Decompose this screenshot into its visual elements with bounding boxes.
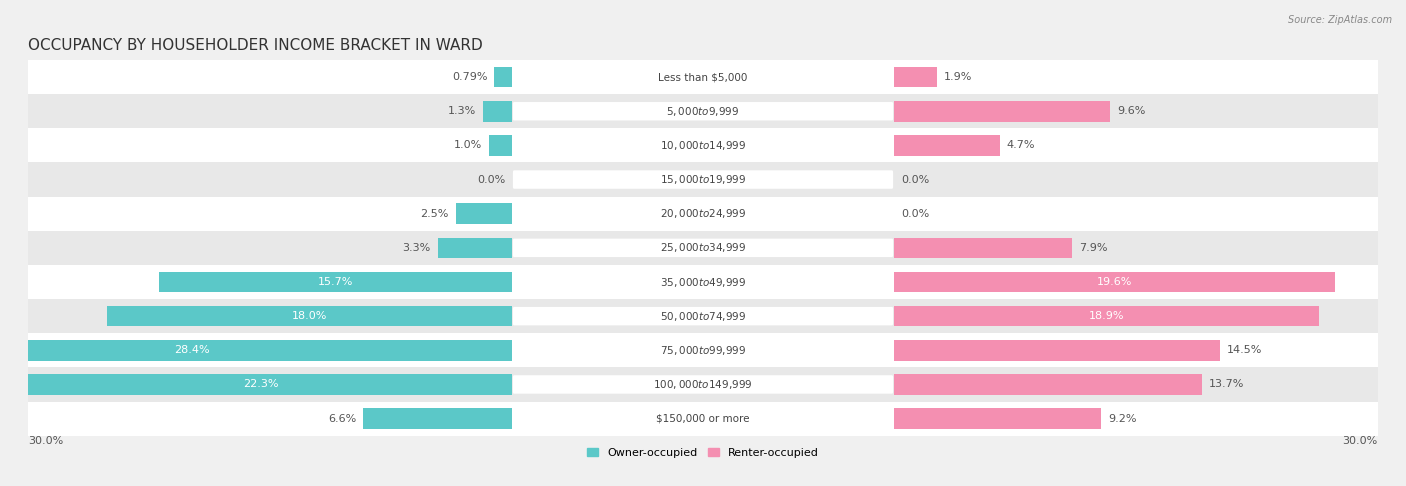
Text: $150,000 or more: $150,000 or more [657,414,749,424]
Text: 4.7%: 4.7% [1007,140,1035,150]
Bar [894,272,1336,292]
FancyBboxPatch shape [513,136,893,155]
Text: 2.5%: 2.5% [420,208,449,219]
Legend: Owner-occupied, Renter-occupied: Owner-occupied, Renter-occupied [582,443,824,462]
Bar [28,333,1378,367]
Text: 19.6%: 19.6% [1097,277,1132,287]
Bar [28,128,1378,162]
Bar [28,94,1378,128]
Text: $20,000 to $24,999: $20,000 to $24,999 [659,207,747,220]
Text: 1.9%: 1.9% [943,72,972,82]
Bar [28,299,1378,333]
Bar [28,231,1378,265]
FancyBboxPatch shape [513,409,893,428]
Text: 18.9%: 18.9% [1090,311,1125,321]
Bar [28,162,1378,197]
Bar [159,272,512,292]
Bar [482,101,512,122]
FancyBboxPatch shape [513,239,893,257]
Text: 0.0%: 0.0% [477,174,505,185]
Text: Source: ZipAtlas.com: Source: ZipAtlas.com [1288,15,1392,25]
Text: $25,000 to $34,999: $25,000 to $34,999 [659,242,747,254]
Bar [28,265,1378,299]
FancyBboxPatch shape [513,170,893,189]
Bar [28,60,1378,94]
Bar [456,204,512,224]
Text: $100,000 to $149,999: $100,000 to $149,999 [654,378,752,391]
FancyBboxPatch shape [513,307,893,326]
Bar [363,408,512,429]
Text: 9.2%: 9.2% [1108,414,1136,424]
FancyBboxPatch shape [513,273,893,291]
Bar [10,374,512,395]
Text: OCCUPANCY BY HOUSEHOLDER INCOME BRACKET IN WARD: OCCUPANCY BY HOUSEHOLDER INCOME BRACKET … [28,38,482,53]
FancyBboxPatch shape [513,375,893,394]
FancyBboxPatch shape [513,102,893,121]
Text: 30.0%: 30.0% [1343,436,1378,446]
Text: 1.0%: 1.0% [454,140,482,150]
Bar [894,101,1111,122]
Bar [494,67,512,87]
Bar [437,238,512,258]
FancyBboxPatch shape [513,341,893,360]
Bar [894,306,1319,327]
Text: $10,000 to $14,999: $10,000 to $14,999 [659,139,747,152]
Text: 3.3%: 3.3% [402,243,430,253]
Text: $5,000 to $9,999: $5,000 to $9,999 [666,105,740,118]
Bar [489,135,512,156]
Bar [28,197,1378,231]
Text: 18.0%: 18.0% [291,311,328,321]
Text: 0.0%: 0.0% [901,174,929,185]
Bar [28,401,1378,435]
Text: 7.9%: 7.9% [1078,243,1107,253]
Text: $15,000 to $19,999: $15,000 to $19,999 [659,173,747,186]
Text: 13.7%: 13.7% [1209,380,1244,389]
Text: 15.7%: 15.7% [318,277,353,287]
Bar [894,340,1220,361]
Text: 0.0%: 0.0% [901,208,929,219]
FancyBboxPatch shape [513,68,893,87]
Text: $75,000 to $99,999: $75,000 to $99,999 [659,344,747,357]
Text: 9.6%: 9.6% [1116,106,1146,116]
Text: 30.0%: 30.0% [28,436,63,446]
Bar [0,340,512,361]
Text: 28.4%: 28.4% [174,346,209,355]
Bar [894,67,936,87]
Text: $50,000 to $74,999: $50,000 to $74,999 [659,310,747,323]
Text: Less than $5,000: Less than $5,000 [658,72,748,82]
Text: 6.6%: 6.6% [329,414,357,424]
Text: $35,000 to $49,999: $35,000 to $49,999 [659,276,747,289]
Bar [894,408,1101,429]
Bar [894,135,1000,156]
Bar [107,306,512,327]
Bar [894,374,1202,395]
Text: 1.3%: 1.3% [447,106,475,116]
FancyBboxPatch shape [513,205,893,223]
Text: 0.79%: 0.79% [451,72,488,82]
Text: 14.5%: 14.5% [1227,346,1263,355]
Text: 22.3%: 22.3% [243,380,278,389]
Bar [28,367,1378,401]
Bar [894,238,1071,258]
